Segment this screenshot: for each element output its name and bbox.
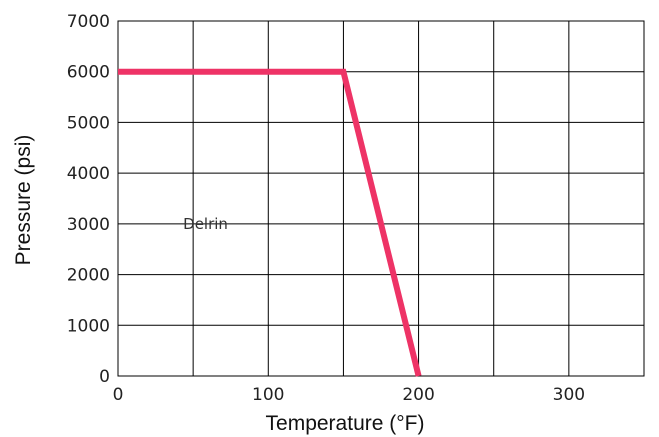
y-tick-label: 3000 [67, 215, 110, 235]
y-tick-label: 2000 [67, 266, 110, 286]
x-tick-labels: 0 100 200 300 [113, 385, 585, 405]
plot-frame [117, 20, 645, 377]
series-line-delrin [118, 68, 422, 377]
y-tick-label: 1000 [67, 316, 110, 336]
x-tick-label: 200 [402, 385, 434, 405]
y-tick-labels: 0 1000 2000 3000 4000 5000 6000 7000 [67, 12, 110, 387]
y-tick-label: 5000 [67, 113, 110, 133]
y-axis-title: Pressure (psi) [12, 135, 35, 266]
y-tick-label: 0 [99, 367, 110, 387]
x-tick-label: 300 [553, 385, 585, 405]
x-tick-label: 0 [113, 385, 124, 405]
y-tick-label: 6000 [67, 63, 110, 83]
x-axis-title: Temperature (°F) [266, 412, 425, 435]
series-layer [118, 68, 422, 377]
y-tick-label: 7000 [67, 12, 110, 32]
annotation-delrin: Delrin [183, 215, 228, 233]
y-tick-label: 4000 [67, 164, 110, 184]
x-tick-label: 100 [252, 385, 284, 405]
